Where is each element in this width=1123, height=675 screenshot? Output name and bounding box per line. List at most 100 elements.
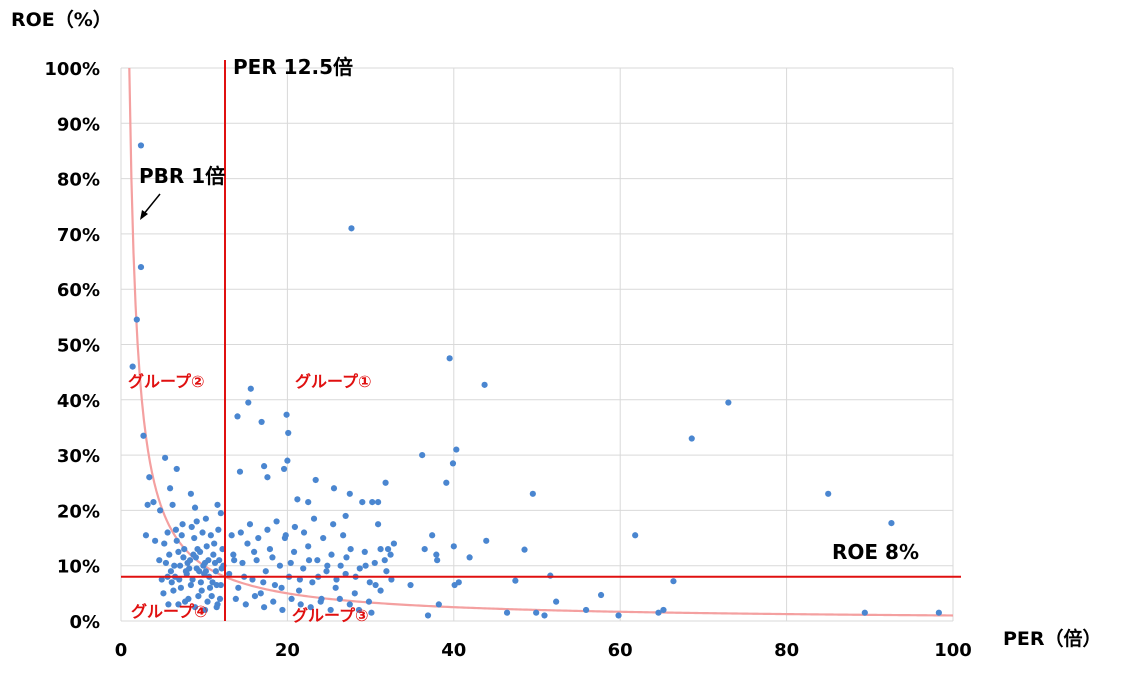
group-1-label: グループ① [295, 372, 372, 391]
data-point [825, 490, 832, 497]
data-point [435, 601, 442, 608]
data-point [226, 570, 233, 578]
data-point [291, 523, 298, 531]
data-point [283, 411, 290, 418]
data-point [214, 501, 221, 508]
data-point [211, 559, 219, 567]
data-point [175, 601, 182, 608]
data-point [144, 501, 151, 508]
data-point [231, 557, 238, 564]
data-point [206, 584, 214, 591]
data-point [193, 518, 200, 525]
data-point [290, 548, 298, 555]
data-point [176, 562, 184, 569]
data-point [366, 579, 373, 586]
data-point [582, 606, 590, 614]
data-point [285, 429, 292, 437]
per-line-label: PER 12.5倍 [233, 55, 353, 79]
data-point [244, 540, 251, 547]
data-point [171, 562, 178, 569]
data-point [305, 557, 313, 564]
data-point [553, 598, 560, 605]
data-point [688, 435, 695, 442]
y-tick-label: 80% [57, 170, 100, 191]
data-point [365, 598, 373, 605]
data-point [369, 499, 376, 506]
data-point [181, 598, 189, 605]
data-point [172, 526, 180, 533]
data-point [320, 534, 327, 542]
data-point [346, 490, 353, 497]
data-point [180, 554, 187, 561]
data-point [387, 551, 394, 558]
data-point [377, 546, 384, 553]
data-point [332, 584, 339, 591]
data-point [670, 578, 677, 585]
data-point [541, 612, 548, 619]
x-tick-label: 20 [275, 640, 300, 661]
data-point [270, 598, 277, 605]
data-point [312, 476, 319, 484]
y-axis-title: ROE（%） [11, 8, 112, 31]
data-point [195, 593, 202, 600]
data-point [156, 557, 163, 564]
data-point [317, 598, 324, 605]
pbr-curve-label: PBR 1倍 [139, 164, 225, 188]
data-point [348, 225, 355, 232]
data-point [294, 496, 301, 503]
data-point [307, 604, 314, 611]
pbr-curve [128, 67, 954, 617]
data-point [133, 316, 140, 323]
data-point [359, 499, 366, 506]
pbr-curve-layer [128, 67, 954, 617]
data-point [212, 568, 219, 575]
data-point [372, 581, 379, 589]
data-point [419, 452, 426, 459]
data-point [236, 468, 244, 475]
data-point [209, 579, 216, 586]
roe-line-label: ROE 8% [832, 540, 919, 564]
data-point [597, 591, 605, 599]
data-point [343, 554, 350, 561]
data-point [935, 609, 942, 616]
data-point [279, 606, 286, 614]
data-point [152, 537, 159, 544]
data-point [165, 601, 172, 608]
data-point [342, 512, 349, 520]
data-point [455, 579, 462, 586]
data-point [211, 540, 218, 547]
data-point [140, 432, 147, 439]
x-tick-label: 0 [115, 640, 128, 661]
data-point [162, 559, 170, 567]
data-point [269, 554, 276, 561]
group-4-label: グループ④ [131, 602, 208, 621]
data-point [424, 612, 432, 619]
data-point [300, 565, 307, 572]
data-point [162, 454, 169, 461]
data-point [170, 587, 177, 594]
data-point [297, 601, 304, 608]
data-point [266, 546, 274, 553]
data-point [199, 529, 206, 536]
data-point [390, 540, 397, 547]
data-point [215, 526, 222, 533]
group-3-label: グループ③ [292, 606, 369, 625]
data-point [466, 554, 473, 561]
data-point [239, 559, 246, 567]
y-tick-label: 0% [69, 612, 100, 633]
data-point [429, 532, 436, 539]
data-point [443, 479, 450, 486]
y-tick-label: 50% [57, 336, 100, 357]
data-point [200, 562, 207, 569]
data-point [356, 565, 363, 572]
data-point [197, 579, 204, 586]
data-point [216, 595, 224, 602]
data-point [179, 521, 186, 528]
data-point [176, 576, 183, 583]
data-point [342, 570, 349, 578]
y-tick-label: 20% [57, 501, 100, 522]
data-point [264, 526, 271, 533]
data-point [191, 504, 199, 511]
data-point [205, 557, 212, 564]
data-point [327, 606, 334, 614]
